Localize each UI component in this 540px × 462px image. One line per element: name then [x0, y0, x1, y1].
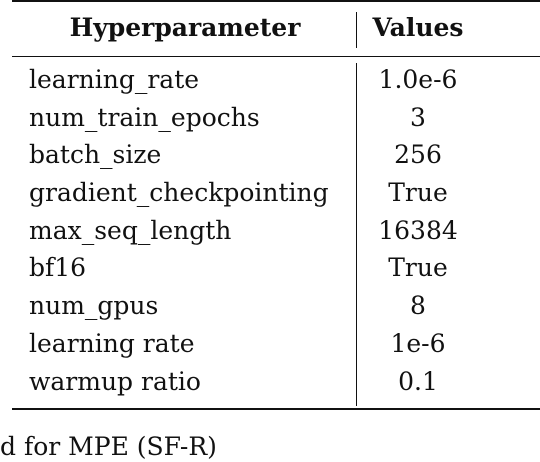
header-column-divider — [356, 12, 357, 48]
row-param: warmup ratio — [29, 366, 201, 396]
table-top-rule — [12, 0, 540, 2]
row-value: 1e-6 — [390, 328, 446, 358]
row-value: 0.1 — [398, 366, 438, 396]
row-value: True — [388, 178, 448, 208]
row-param: max_seq_length — [29, 215, 232, 245]
row-param: batch_size — [29, 140, 162, 170]
row-param: gradient_checkpointing — [29, 178, 329, 208]
row-param: learning rate — [29, 328, 195, 358]
row-value: 3 — [410, 102, 426, 132]
table-row: learning_rate 1.0e-6 — [0, 61, 540, 99]
row-value: 8 — [410, 291, 426, 321]
table-row: learning rate 1e-6 — [0, 325, 540, 363]
table-body: learning_rate 1.0e-6 num_train_epochs 3 … — [0, 61, 540, 400]
row-value: 1.0e-6 — [378, 65, 458, 94]
row-value: 256 — [394, 140, 442, 170]
row-param: num_gpus — [29, 291, 159, 321]
body-column-divider — [356, 63, 357, 406]
table-row: max_seq_length 16384 — [0, 212, 540, 250]
row-param: num_train_epochs — [29, 102, 260, 132]
header-hyperparameter: Hyperparameter — [69, 13, 301, 42]
table-header-rule — [12, 56, 540, 57]
row-value: True — [388, 253, 448, 283]
table-row: num_train_epochs 3 — [0, 99, 540, 137]
row-param: learning_rate — [29, 65, 200, 94]
table-bottom-rule — [12, 408, 540, 410]
table-row: warmup ratio 0.1 — [0, 363, 540, 401]
row-value: 16384 — [378, 215, 458, 245]
table-row: num_gpus 8 — [0, 287, 540, 325]
table-caption-fragment: d for MPE (SF-R) — [0, 432, 217, 461]
table-row: bf16 True — [0, 249, 540, 287]
header-values: Values — [372, 13, 464, 42]
table-row: batch_size 256 — [0, 136, 540, 174]
row-param: bf16 — [29, 253, 87, 283]
table-row: gradient_checkpointing True — [0, 174, 540, 212]
